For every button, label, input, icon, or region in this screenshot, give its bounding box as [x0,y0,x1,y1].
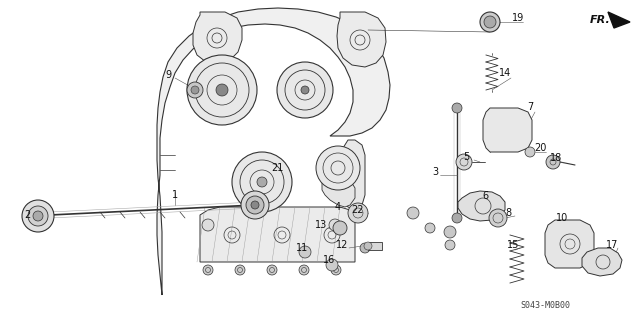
Circle shape [329,219,341,231]
Polygon shape [458,191,505,221]
Circle shape [257,177,267,187]
Text: 17: 17 [606,240,618,250]
Circle shape [187,55,257,125]
Circle shape [187,82,203,98]
Text: 10: 10 [556,213,568,223]
Text: 21: 21 [271,163,283,173]
Circle shape [202,219,214,231]
Polygon shape [337,12,386,67]
Text: 1: 1 [172,190,178,200]
Circle shape [241,191,269,219]
Text: 15: 15 [507,240,519,250]
Circle shape [28,206,48,226]
Text: S043-M0B00: S043-M0B00 [520,300,570,309]
Circle shape [235,265,245,275]
Polygon shape [157,8,390,295]
Text: 22: 22 [352,205,364,215]
Circle shape [364,242,372,250]
Text: 8: 8 [505,208,511,218]
Text: 5: 5 [463,152,469,162]
Circle shape [251,201,259,209]
Circle shape [191,86,199,94]
Circle shape [456,154,472,170]
Circle shape [277,62,333,118]
Circle shape [452,213,462,223]
Text: 16: 16 [323,255,335,265]
Circle shape [546,155,560,169]
Circle shape [525,147,535,157]
Polygon shape [608,12,630,28]
Circle shape [407,207,419,219]
Circle shape [480,12,500,32]
Circle shape [484,16,496,28]
Polygon shape [483,108,532,152]
Text: 13: 13 [315,220,327,230]
Circle shape [360,243,370,253]
Text: 3: 3 [432,167,438,177]
Polygon shape [340,140,365,210]
Text: 7: 7 [527,102,533,112]
Text: 20: 20 [534,143,546,153]
Text: 9: 9 [165,70,171,80]
Circle shape [452,103,462,113]
Circle shape [331,265,341,275]
Circle shape [246,196,264,214]
Circle shape [445,240,455,250]
Polygon shape [582,248,622,276]
Circle shape [326,259,338,271]
Polygon shape [193,12,242,64]
Text: 11: 11 [296,243,308,253]
Circle shape [299,246,311,258]
Circle shape [203,265,213,275]
Text: 12: 12 [336,240,348,250]
Text: 2: 2 [24,210,30,220]
Circle shape [489,209,507,227]
Circle shape [316,146,360,190]
Circle shape [301,86,309,94]
Circle shape [425,223,435,233]
Circle shape [444,226,456,238]
Bar [368,242,382,250]
Circle shape [299,265,309,275]
Text: FR.: FR. [590,15,611,25]
Polygon shape [200,207,355,262]
Polygon shape [322,173,355,207]
Polygon shape [545,220,594,268]
Circle shape [333,221,347,235]
Text: 4: 4 [335,202,341,212]
Text: 18: 18 [550,153,562,163]
Circle shape [33,211,43,221]
Circle shape [22,200,54,232]
Circle shape [216,84,228,96]
Circle shape [267,265,277,275]
Text: 6: 6 [482,191,488,201]
Circle shape [348,203,368,223]
Text: 19: 19 [512,13,524,23]
Text: 14: 14 [499,68,511,78]
Circle shape [232,152,292,212]
